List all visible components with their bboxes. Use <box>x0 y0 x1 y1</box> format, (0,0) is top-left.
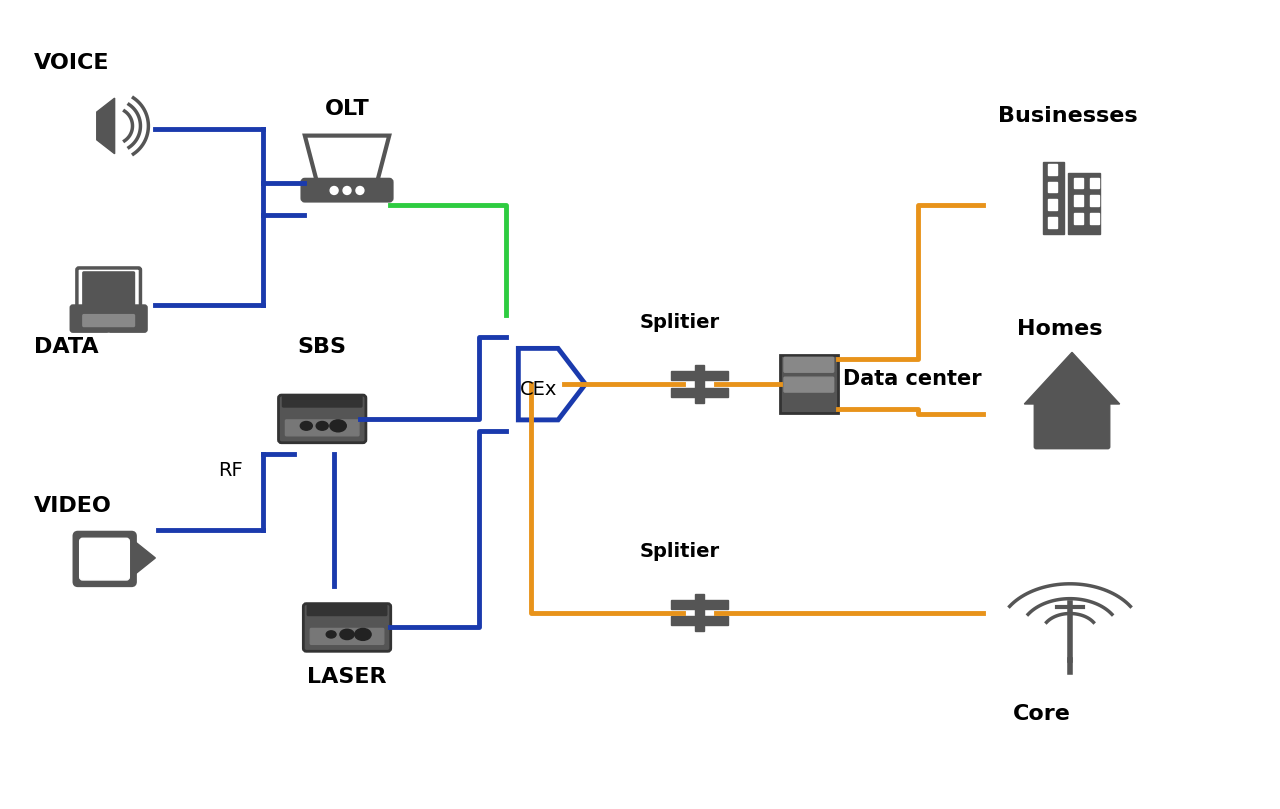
Bar <box>1089 214 1098 224</box>
Bar <box>704 599 728 608</box>
Bar <box>1048 163 1056 175</box>
FancyBboxPatch shape <box>307 604 387 616</box>
Bar <box>695 594 704 632</box>
Polygon shape <box>518 349 585 420</box>
Ellipse shape <box>355 629 371 641</box>
FancyBboxPatch shape <box>285 420 358 436</box>
FancyBboxPatch shape <box>310 629 384 644</box>
Circle shape <box>343 187 351 194</box>
FancyBboxPatch shape <box>83 272 134 306</box>
Text: Data center: Data center <box>842 369 982 389</box>
FancyBboxPatch shape <box>74 532 136 586</box>
Polygon shape <box>97 98 115 154</box>
Text: Homes: Homes <box>1018 320 1103 340</box>
Ellipse shape <box>330 420 347 432</box>
Bar <box>704 371 728 380</box>
Ellipse shape <box>326 631 337 638</box>
Ellipse shape <box>316 421 328 430</box>
FancyBboxPatch shape <box>79 538 129 580</box>
FancyBboxPatch shape <box>77 268 141 311</box>
Text: OLT: OLT <box>325 99 370 119</box>
Bar <box>1048 199 1056 210</box>
Text: RF: RF <box>218 461 243 480</box>
Text: DATA: DATA <box>35 337 99 358</box>
Bar <box>1089 177 1098 188</box>
Ellipse shape <box>301 421 312 430</box>
Bar <box>671 616 695 625</box>
Bar <box>1048 218 1056 228</box>
FancyBboxPatch shape <box>279 395 366 443</box>
FancyBboxPatch shape <box>70 306 146 332</box>
Bar <box>695 366 704 403</box>
Bar <box>780 355 837 413</box>
Bar <box>1074 214 1083 224</box>
Text: CEx: CEx <box>520 379 557 399</box>
Circle shape <box>105 333 113 341</box>
Text: Splitier: Splitier <box>640 542 721 561</box>
Bar <box>1074 196 1083 206</box>
Bar <box>1074 177 1083 188</box>
Polygon shape <box>305 136 389 184</box>
Circle shape <box>330 187 338 194</box>
Bar <box>671 371 695 380</box>
Text: Splitier: Splitier <box>640 314 721 332</box>
Bar <box>1043 162 1064 234</box>
Ellipse shape <box>340 629 355 640</box>
FancyBboxPatch shape <box>303 604 390 651</box>
Circle shape <box>356 187 364 194</box>
Polygon shape <box>132 539 155 577</box>
Bar <box>1068 172 1100 234</box>
FancyBboxPatch shape <box>1034 399 1110 449</box>
Bar <box>671 599 695 608</box>
Text: VIDEO: VIDEO <box>35 497 113 516</box>
Bar <box>704 616 728 625</box>
Text: Core: Core <box>1014 704 1071 724</box>
FancyBboxPatch shape <box>785 358 833 372</box>
FancyBboxPatch shape <box>785 377 833 392</box>
Text: VOICE: VOICE <box>35 53 110 74</box>
Bar <box>704 388 728 397</box>
FancyBboxPatch shape <box>302 179 392 201</box>
Polygon shape <box>1024 353 1120 404</box>
Bar <box>1048 181 1056 193</box>
Bar <box>671 388 695 397</box>
FancyBboxPatch shape <box>283 396 362 407</box>
Text: SBS: SBS <box>298 337 347 358</box>
FancyBboxPatch shape <box>83 315 134 327</box>
Text: Businesses: Businesses <box>997 106 1137 126</box>
Bar <box>1089 196 1098 206</box>
Text: LASER: LASER <box>307 667 387 687</box>
